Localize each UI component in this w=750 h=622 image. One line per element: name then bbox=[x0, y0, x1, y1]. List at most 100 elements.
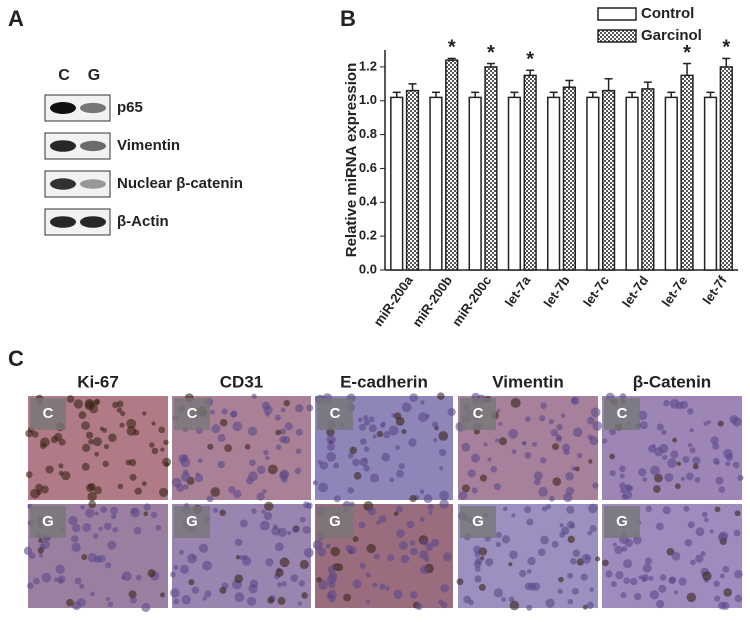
cell bbox=[498, 421, 503, 426]
cell bbox=[437, 392, 445, 400]
cell bbox=[365, 572, 371, 578]
significance-mark: * bbox=[722, 37, 730, 59]
cell bbox=[160, 592, 166, 598]
bar bbox=[641, 88, 655, 271]
cell bbox=[326, 442, 335, 451]
cell bbox=[385, 586, 390, 591]
cell bbox=[373, 553, 380, 560]
cell bbox=[149, 442, 155, 448]
cell bbox=[467, 469, 476, 478]
cell bbox=[570, 396, 580, 406]
cell bbox=[439, 466, 444, 471]
row-label: C bbox=[187, 405, 198, 422]
cell bbox=[72, 601, 81, 611]
cell bbox=[511, 513, 516, 518]
column-header: CD31 bbox=[220, 372, 263, 391]
cell bbox=[372, 434, 377, 439]
cell bbox=[410, 591, 418, 599]
cell bbox=[353, 472, 362, 480]
cell bbox=[519, 569, 527, 578]
cell bbox=[725, 461, 731, 467]
cell bbox=[601, 559, 609, 567]
cell bbox=[734, 510, 741, 517]
cell bbox=[277, 582, 282, 588]
cell bbox=[287, 530, 292, 536]
cell bbox=[170, 588, 180, 598]
cell bbox=[700, 551, 706, 557]
cell bbox=[180, 472, 191, 482]
cell bbox=[605, 570, 613, 578]
inset bbox=[30, 398, 66, 430]
cell bbox=[94, 451, 100, 457]
cell bbox=[609, 470, 616, 477]
cell bbox=[105, 562, 112, 569]
cell bbox=[566, 505, 575, 514]
cell bbox=[545, 598, 555, 608]
cell bbox=[641, 573, 649, 582]
cell bbox=[439, 448, 447, 457]
cell bbox=[729, 415, 739, 424]
cell bbox=[692, 463, 699, 470]
cell bbox=[345, 544, 353, 552]
cell bbox=[550, 429, 558, 437]
cell bbox=[38, 538, 43, 543]
cell bbox=[638, 468, 647, 477]
column-header: β-Catenin bbox=[633, 372, 711, 391]
cell bbox=[130, 507, 141, 518]
cell bbox=[400, 554, 410, 564]
cell bbox=[110, 513, 117, 520]
cell bbox=[191, 586, 200, 594]
y-tick-label: 1.2 bbox=[359, 58, 377, 73]
cell bbox=[53, 577, 59, 583]
cell bbox=[102, 460, 109, 468]
cell bbox=[572, 427, 583, 438]
cell bbox=[134, 487, 142, 495]
cell bbox=[533, 471, 543, 481]
cell bbox=[555, 434, 562, 440]
cell bbox=[94, 511, 99, 516]
cell bbox=[125, 459, 132, 466]
panel-label: B bbox=[340, 6, 356, 31]
cell bbox=[249, 579, 259, 588]
cell bbox=[363, 446, 370, 452]
cell bbox=[40, 485, 49, 494]
cell bbox=[461, 484, 470, 493]
cell bbox=[548, 419, 554, 425]
cell bbox=[419, 516, 425, 522]
cell bbox=[710, 436, 719, 445]
cell bbox=[99, 426, 104, 431]
cell bbox=[272, 524, 278, 530]
cell bbox=[694, 476, 701, 483]
blot-label: β-Actin bbox=[117, 213, 169, 230]
cell bbox=[244, 443, 251, 450]
cell bbox=[589, 525, 597, 533]
cell bbox=[88, 500, 97, 509]
cell bbox=[540, 457, 547, 464]
cell bbox=[526, 604, 533, 611]
cell bbox=[438, 431, 449, 441]
cell bbox=[563, 492, 573, 503]
cell bbox=[362, 457, 368, 463]
cell bbox=[330, 546, 341, 557]
cell bbox=[87, 491, 97, 502]
cell bbox=[61, 471, 71, 481]
cell bbox=[701, 511, 708, 518]
cell bbox=[581, 553, 592, 564]
cell bbox=[468, 599, 474, 606]
cell bbox=[667, 458, 677, 468]
cell bbox=[383, 431, 391, 439]
cell bbox=[540, 535, 549, 545]
cell bbox=[78, 411, 87, 420]
cell bbox=[262, 489, 267, 494]
bar bbox=[429, 96, 443, 271]
cell bbox=[275, 568, 284, 577]
cell bbox=[433, 438, 438, 443]
cell bbox=[676, 461, 682, 466]
cell bbox=[274, 542, 284, 552]
cell bbox=[301, 592, 308, 599]
cell bbox=[614, 545, 623, 555]
cell bbox=[396, 469, 405, 478]
cell bbox=[318, 482, 329, 493]
cell bbox=[655, 599, 665, 609]
cell bbox=[211, 424, 221, 434]
